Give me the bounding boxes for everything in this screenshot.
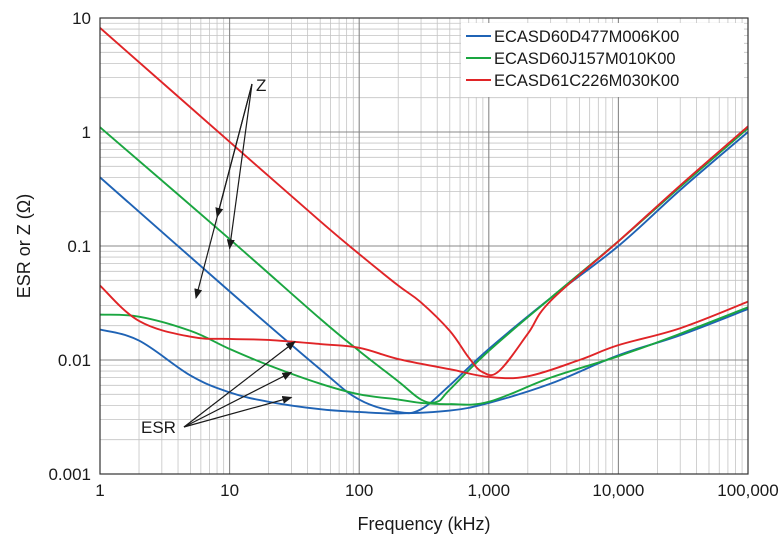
x-tick-label: 10,000 [592,481,644,500]
y-tick-label: 1 [82,123,91,142]
legend-label: ECASD61C226M030K00 [494,72,679,90]
y-tick-labels: 0.001 0.01 0.1 1 10 [48,9,91,484]
legend-label: ECASD60J157M010K00 [494,50,676,68]
x-tick-label: 100 [345,481,373,500]
annotation-arrow [194,83,253,299]
x-tick-label: 100,000 [717,481,778,500]
esr-curve-series-2 [100,306,748,406]
annotation-z-label: Z [256,76,266,95]
legend: ECASD60D477M006K00 ECASD60J157M010K00 ECAS… [461,23,744,97]
y-tick-label: 0.01 [58,351,91,370]
z-curve-series-3 [100,27,748,377]
esr-curve-series-3 [100,284,748,380]
annotation-arrow [183,340,296,428]
x-tick-labels: 1 10 100 1,000 10,000 100,000 [95,481,778,500]
annotation-arrow [226,83,253,250]
annotations: Z ESR [141,76,296,437]
annotation-arrow [183,395,293,428]
z-curve-series-2 [100,126,748,404]
x-tick-label: 10 [220,481,239,500]
x-tick-label: 1 [95,481,104,500]
y-tick-label: 0.1 [67,237,91,256]
esr-curve-series-1 [100,308,748,415]
y-tick-label: 10 [72,9,91,28]
y-tick-label: 0.001 [48,465,91,484]
plot-frame [99,17,749,475]
annotation-esr-label: ESR [141,418,176,437]
legend-background [461,23,744,97]
x-tick-label: 1,000 [468,481,511,500]
x-axis-title: Frequency (kHz) [357,514,490,534]
annotation-arrow [183,371,293,428]
y-axis-title: ESR or Z (Ω) [14,194,34,298]
data-curves [100,27,748,415]
legend-label: ECASD60D477M006K00 [494,28,679,46]
